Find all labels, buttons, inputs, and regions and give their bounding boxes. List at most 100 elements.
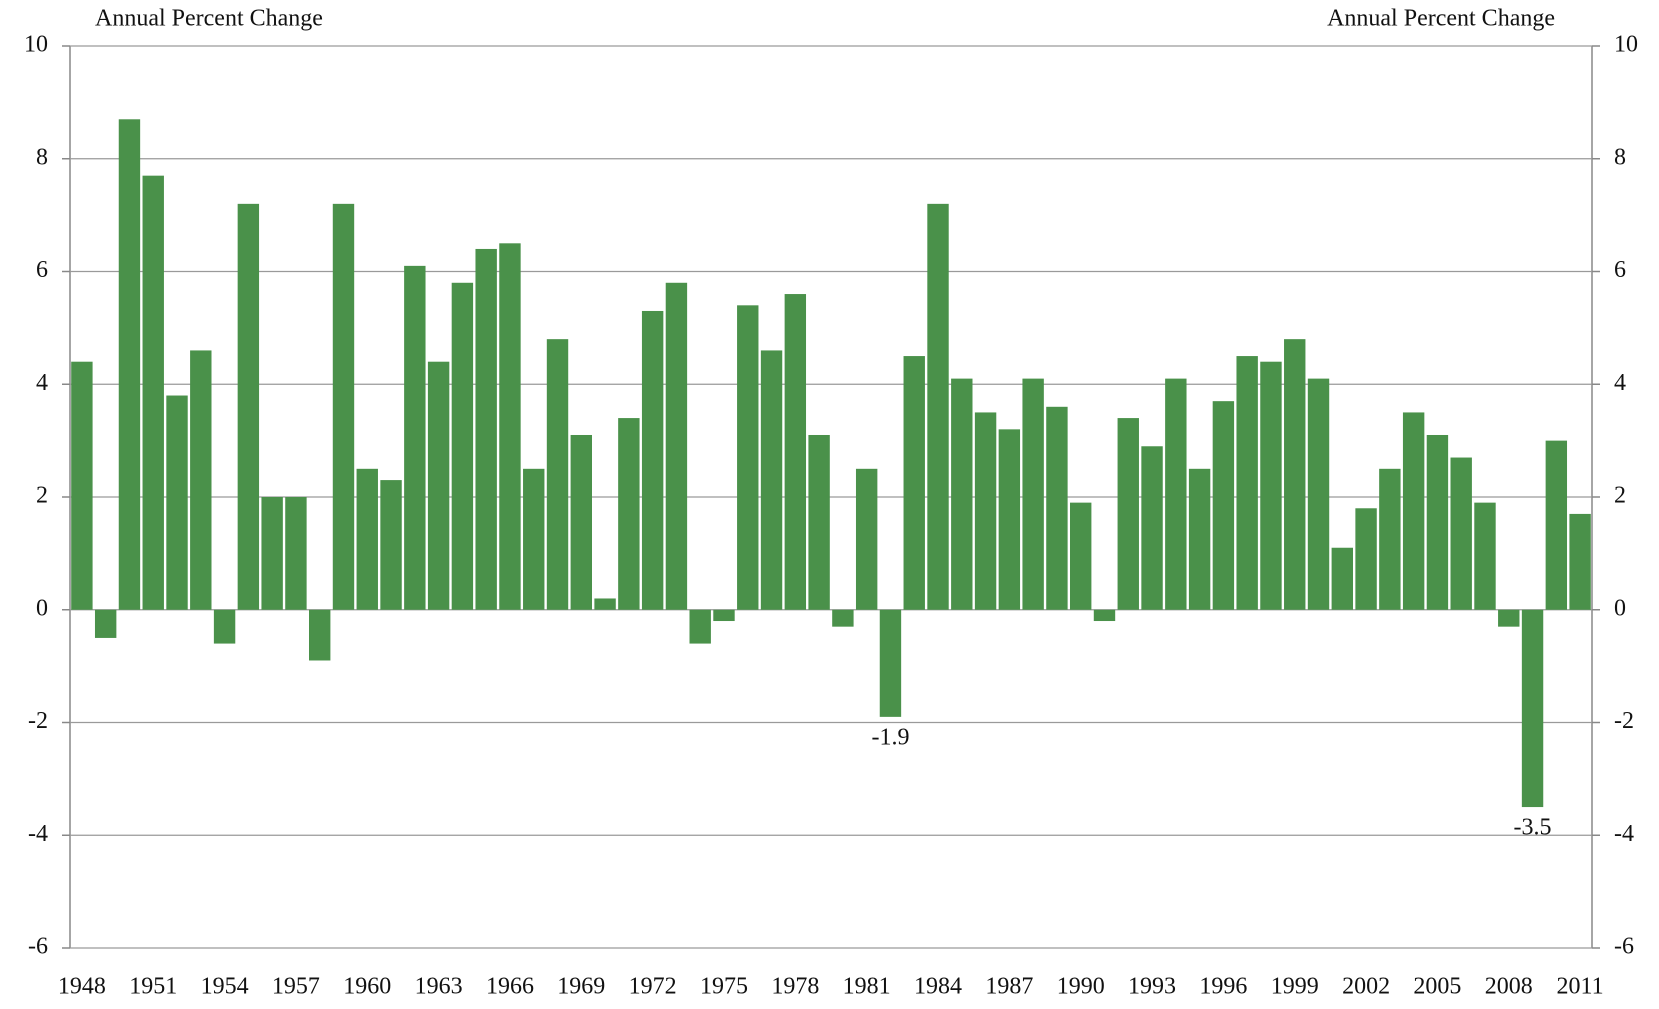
bar xyxy=(618,418,640,610)
x-tick-label: 1948 xyxy=(58,974,106,1000)
y-axis-label: Annual Percent Change xyxy=(95,6,323,32)
x-tick-label: 1987 xyxy=(985,974,1033,1000)
bar xyxy=(475,248,497,610)
bar xyxy=(594,598,616,610)
bar xyxy=(1545,440,1568,610)
bar xyxy=(927,203,949,610)
bar xyxy=(641,310,664,610)
bar xyxy=(427,361,450,610)
x-tick-label: 1978 xyxy=(771,974,819,1000)
bar xyxy=(237,203,260,610)
bar xyxy=(285,497,307,610)
bar xyxy=(879,609,902,717)
x-tick-label: 1954 xyxy=(201,974,249,1000)
x-tick-label: 1990 xyxy=(1057,974,1105,1000)
bar xyxy=(309,609,331,661)
x-tick-label: 1996 xyxy=(1199,974,1247,1000)
bar xyxy=(832,609,854,627)
y2-axis-label: Annual Percent Change xyxy=(1327,6,1555,32)
bar xyxy=(1474,502,1496,610)
bar xyxy=(855,468,878,610)
bar xyxy=(1426,434,1449,610)
bar xyxy=(713,609,735,622)
y2-tick-label: -2 xyxy=(1614,708,1634,734)
y-tick-label: 8 xyxy=(36,144,48,170)
y2-tick-label: 2 xyxy=(1614,483,1626,509)
y-tick-label: 10 xyxy=(24,32,48,58)
bar xyxy=(1236,356,1258,610)
y-tick-label: 6 xyxy=(36,257,48,283)
bar xyxy=(451,282,474,610)
x-tick-label: 2011 xyxy=(1557,974,1604,1000)
bar xyxy=(499,243,521,610)
bar xyxy=(1521,609,1544,808)
y-tick-label: -4 xyxy=(28,821,48,847)
bar xyxy=(1260,361,1282,610)
bar xyxy=(1188,468,1211,610)
y-tick-label: 0 xyxy=(36,595,48,621)
bar xyxy=(665,282,688,610)
bar xyxy=(190,350,212,610)
bar xyxy=(332,203,355,610)
x-tick-label: 1981 xyxy=(843,974,891,1000)
x-tick-label: 1984 xyxy=(914,974,962,1000)
bar xyxy=(1355,508,1377,610)
bar xyxy=(784,294,807,610)
y2-tick-label: 8 xyxy=(1614,144,1626,170)
bar xyxy=(1450,457,1472,610)
bar xyxy=(118,119,141,610)
bar xyxy=(570,434,592,610)
x-tick-label: 1975 xyxy=(700,974,748,1000)
bar xyxy=(166,395,188,610)
y2-tick-label: 0 xyxy=(1614,595,1626,621)
bar xyxy=(737,305,759,610)
y-tick-label: 4 xyxy=(36,370,48,396)
y-tick-label: 2 xyxy=(36,483,48,509)
bar xyxy=(94,609,117,638)
bar xyxy=(1331,547,1353,610)
x-tick-label: 1963 xyxy=(415,974,463,1000)
bar xyxy=(760,350,783,610)
y2-tick-label: 6 xyxy=(1614,257,1626,283)
y-tick-label: -6 xyxy=(28,934,48,960)
bar xyxy=(1212,401,1235,610)
bar xyxy=(1498,609,1520,627)
bar xyxy=(261,497,283,610)
bar xyxy=(213,609,236,644)
bar xyxy=(380,480,402,610)
bar xyxy=(808,434,830,610)
bar xyxy=(1093,609,1116,622)
bar xyxy=(546,339,569,610)
y2-tick-label: -6 xyxy=(1614,934,1634,960)
bar xyxy=(404,265,426,610)
value-label: -3.5 xyxy=(1514,815,1552,841)
bar xyxy=(1070,502,1092,610)
bar xyxy=(356,468,378,610)
bar xyxy=(974,412,997,610)
bar xyxy=(951,378,973,610)
bar xyxy=(998,429,1021,610)
bar xyxy=(1379,468,1401,610)
bar xyxy=(1307,378,1330,610)
bar xyxy=(1046,406,1068,610)
bar xyxy=(1117,418,1139,610)
bar xyxy=(1402,412,1425,610)
bar xyxy=(71,361,93,610)
value-label: -1.9 xyxy=(871,724,909,750)
x-tick-label: 1969 xyxy=(557,974,605,1000)
y-tick-label: -2 xyxy=(28,708,48,734)
y2-tick-label: 4 xyxy=(1614,370,1626,396)
bar xyxy=(1022,378,1044,610)
bar xyxy=(1165,378,1187,610)
y2-tick-label: -4 xyxy=(1614,821,1634,847)
bar xyxy=(903,356,925,610)
x-tick-label: 1966 xyxy=(486,974,534,1000)
x-tick-label: 1960 xyxy=(343,974,391,1000)
bar xyxy=(1569,513,1591,610)
x-tick-label: 2008 xyxy=(1485,974,1533,1000)
bar xyxy=(689,609,711,644)
bar xyxy=(1141,446,1163,610)
x-tick-label: 1993 xyxy=(1128,974,1176,1000)
